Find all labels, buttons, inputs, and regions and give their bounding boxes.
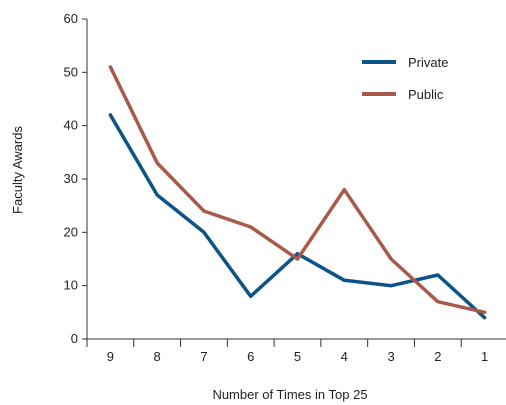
x-tick-label: 6: [247, 349, 254, 364]
x-tick-label: 1: [481, 349, 488, 364]
y-tick-label: 10: [64, 278, 78, 293]
x-tick-label: 4: [341, 349, 348, 364]
x-tick-label: 7: [200, 349, 207, 364]
series-line-private: [108, 113, 487, 320]
x-tick-label: 5: [294, 349, 301, 364]
series-line-public: [108, 65, 487, 315]
series-layer: [108, 65, 487, 320]
legend-label-private: Private: [408, 55, 448, 70]
x-tick-label: 9: [107, 349, 114, 364]
x-tick-label: 2: [434, 349, 441, 364]
axes: 0 10 20 30 40 50 60 9 8 7 6 5 4 3 2 1: [64, 11, 506, 364]
x-axis-title: Number of Times in Top 25: [212, 387, 367, 402]
y-tick-label: 50: [64, 64, 78, 79]
y-tick-label: 20: [64, 224, 78, 239]
y-tick-label: 30: [64, 171, 78, 186]
x-tick-label: 8: [154, 349, 161, 364]
x-tick-label: 3: [387, 349, 394, 364]
legend-label-public: Public: [408, 87, 444, 102]
legend: Private Public: [362, 55, 448, 102]
y-tick-label: 60: [64, 11, 78, 26]
y-tick-label: 0: [71, 331, 78, 346]
y-axis-title: Faculty Awards: [10, 126, 25, 214]
y-tick-label: 40: [64, 118, 78, 133]
